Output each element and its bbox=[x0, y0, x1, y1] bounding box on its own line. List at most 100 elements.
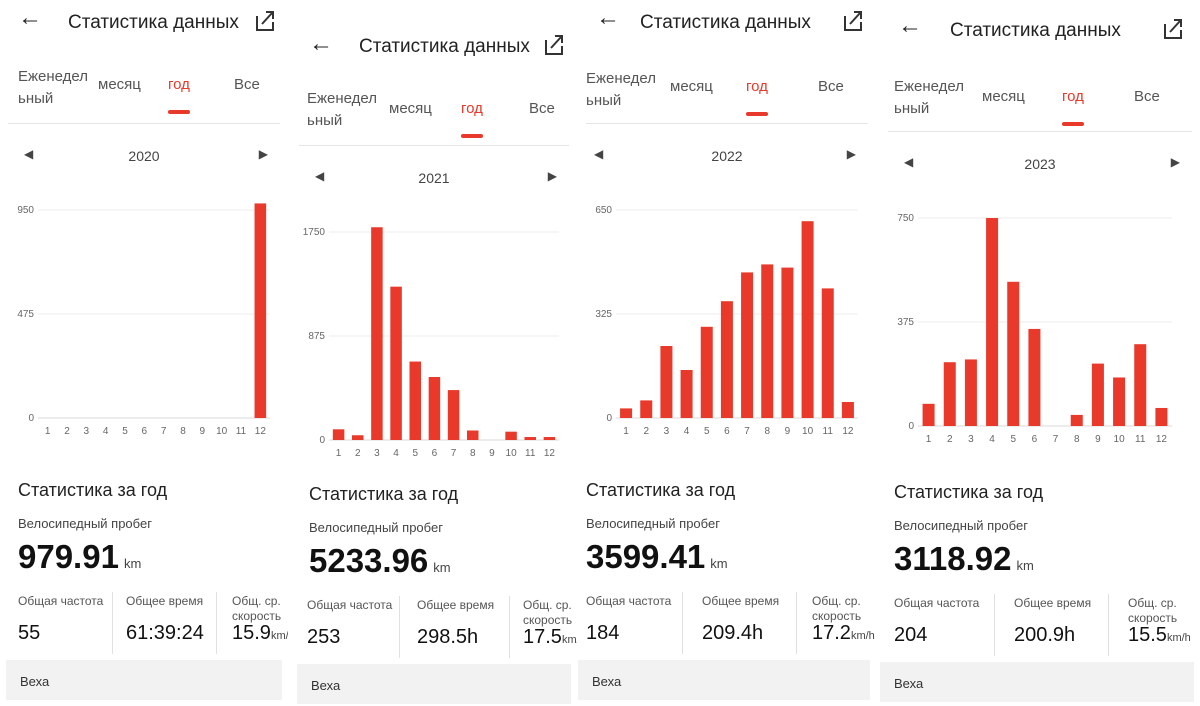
milestone-label: Веха bbox=[894, 676, 924, 691]
y-tick-label: 750 bbox=[897, 213, 914, 224]
back-arrow-icon[interactable]: ← bbox=[18, 4, 42, 31]
x-tick-label: 1 bbox=[336, 448, 342, 459]
divider bbox=[112, 592, 113, 654]
prev-year-icon[interactable]: ◀ bbox=[315, 169, 325, 183]
tab-month[interactable]: месяц bbox=[389, 100, 432, 117]
milestone-row[interactable]: Веха bbox=[880, 662, 1194, 702]
x-tick-label: 12 bbox=[842, 426, 854, 437]
next-year-icon[interactable]: ▶ bbox=[846, 147, 856, 161]
time-label: Общее время bbox=[1014, 596, 1092, 610]
tab-weekly[interactable]: Еженедел ьный bbox=[894, 78, 965, 117]
x-tick-label: 12 bbox=[255, 426, 267, 437]
distance-value: 3599.41 km bbox=[586, 538, 728, 575]
x-tick-label: 7 bbox=[161, 426, 167, 437]
divider bbox=[682, 592, 683, 654]
milestone-row[interactable]: Веха bbox=[578, 660, 870, 700]
bar-month-11 bbox=[1134, 344, 1147, 426]
y-tick-label: 650 bbox=[595, 205, 612, 216]
tab-month[interactable]: месяц bbox=[982, 88, 1025, 105]
period-tabs: Еженедел ьный месяц год Все bbox=[8, 62, 280, 124]
bar-month-11 bbox=[524, 437, 536, 440]
share-icon[interactable] bbox=[1162, 16, 1184, 40]
x-tick-label: 9 bbox=[785, 426, 791, 437]
stats-panel-2020: ← Статистика данных Еженедел ьный месяц … bbox=[0, 0, 288, 706]
year-stats: Статистика за год Велосипедный пробег 52… bbox=[291, 466, 577, 706]
bar-month-5 bbox=[1007, 281, 1020, 426]
milestone-row[interactable]: Веха bbox=[6, 660, 282, 700]
tab-month[interactable]: месяц bbox=[670, 78, 713, 95]
speed-value: 17.2km/h bbox=[812, 622, 875, 644]
tab-all[interactable]: Все bbox=[1134, 88, 1160, 105]
year-label: 2022 bbox=[711, 148, 743, 164]
year-navigator: ◀ 2022 ▶ bbox=[578, 142, 876, 170]
speed-label: Общ. ср. скорость bbox=[523, 598, 573, 627]
tab-year[interactable]: год bbox=[168, 74, 190, 96]
back-arrow-icon[interactable]: ← bbox=[898, 12, 922, 39]
header: ← Статистика данных bbox=[880, 8, 1200, 58]
tab-all[interactable]: Все bbox=[529, 100, 555, 117]
bar-month-3 bbox=[964, 359, 977, 426]
frequency-label: Общая частота bbox=[586, 594, 672, 608]
tab-all[interactable]: Все bbox=[234, 76, 260, 93]
page-title: Статистика данных bbox=[68, 12, 239, 33]
tab-weekly[interactable]: Еженедел ьный bbox=[307, 90, 378, 129]
next-year-icon[interactable]: ▶ bbox=[547, 169, 557, 183]
tab-weekly[interactable]: Еженедел ьный bbox=[18, 68, 89, 107]
tab-month[interactable]: месяц bbox=[98, 76, 141, 93]
milestone-row[interactable]: Веха bbox=[297, 664, 571, 704]
x-tick-label: 3 bbox=[84, 426, 90, 437]
divider bbox=[399, 596, 400, 658]
milestone-label: Веха bbox=[20, 674, 50, 689]
section-title: Статистика за год bbox=[18, 480, 168, 500]
bar-month-3 bbox=[371, 227, 383, 440]
frequency-label: Общая частота bbox=[307, 598, 393, 612]
x-tick-label: 11 bbox=[525, 448, 536, 459]
page-title: Статистика данных bbox=[640, 12, 811, 33]
period-tabs: Еженедел ьный месяц год Все bbox=[586, 62, 868, 124]
bar-month-10 bbox=[505, 431, 517, 440]
tab-year[interactable]: год bbox=[461, 98, 483, 120]
share-icon[interactable] bbox=[254, 8, 276, 32]
share-icon[interactable] bbox=[842, 8, 864, 32]
distance-label: Велосипедный пробег bbox=[894, 518, 1028, 533]
tab-weekly[interactable]: Еженедел ьный bbox=[586, 70, 657, 109]
divider bbox=[216, 592, 217, 654]
year-navigator: ◀ 2021 ▶ bbox=[291, 164, 577, 192]
share-icon[interactable] bbox=[543, 32, 565, 56]
divider bbox=[1108, 594, 1109, 656]
year-stats: Статистика за год Велосипедный пробег 35… bbox=[578, 462, 876, 706]
section-title: Статистика за год bbox=[309, 484, 459, 504]
bar-month-12 bbox=[841, 402, 854, 418]
y-tick-label: 0 bbox=[28, 413, 34, 424]
bar-month-5 bbox=[700, 326, 713, 418]
year-navigator: ◀ 2023 ▶ bbox=[880, 150, 1200, 178]
bar-month-9 bbox=[781, 267, 794, 418]
next-year-icon[interactable]: ▶ bbox=[1170, 155, 1180, 169]
frequency-value: 55 bbox=[18, 622, 41, 644]
y-tick-label: 1750 bbox=[303, 227, 326, 238]
y-tick-label: 0 bbox=[319, 435, 325, 446]
back-arrow-icon[interactable]: ← bbox=[596, 4, 620, 31]
tab-all[interactable]: Все bbox=[818, 78, 844, 95]
bar-month-4 bbox=[986, 218, 999, 426]
x-tick-label: 1 bbox=[623, 426, 629, 437]
x-tick-label: 7 bbox=[451, 448, 457, 459]
bar-month-3 bbox=[660, 346, 673, 418]
frequency-value: 184 bbox=[586, 622, 620, 644]
bar-month-8 bbox=[761, 264, 774, 418]
speed-label: Общ. ср. скорость bbox=[232, 594, 282, 623]
bar-month-11 bbox=[821, 288, 834, 418]
bar-month-10 bbox=[801, 221, 814, 418]
x-tick-label: 2 bbox=[643, 426, 649, 437]
tab-year[interactable]: год bbox=[746, 76, 768, 98]
prev-year-icon[interactable]: ◀ bbox=[904, 155, 914, 169]
x-tick-label: 9 bbox=[200, 426, 206, 437]
bar-month-1 bbox=[620, 408, 633, 418]
x-tick-label: 10 bbox=[1114, 434, 1126, 445]
prev-year-icon[interactable]: ◀ bbox=[594, 147, 604, 161]
tab-year[interactable]: год bbox=[1062, 86, 1084, 108]
prev-year-icon[interactable]: ◀ bbox=[24, 147, 34, 161]
next-year-icon[interactable]: ▶ bbox=[258, 147, 268, 161]
speed-label: Общ. ср. скорость bbox=[812, 594, 862, 623]
back-arrow-icon[interactable]: ← bbox=[309, 30, 333, 57]
